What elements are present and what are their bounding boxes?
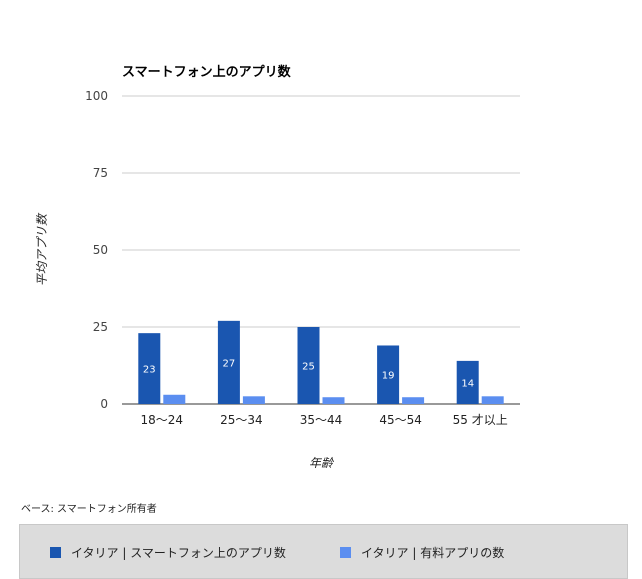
bar-s1-3 [377,345,400,404]
x-tick-label-1: 25〜34 [220,413,263,427]
data-label-s1-4: 14 [461,378,474,389]
y-tick-label-4: 100 [85,89,108,103]
bar-s2-3 [402,397,425,404]
data-label-s1-2: 25 [302,362,315,373]
x-tick-label-4: 55 才以上 [453,413,508,427]
y-tick-label-3: 75 [93,166,108,180]
chart-title: スマートフォン上のアプリ数 [122,65,291,80]
legend: イタリア | スマートフォン上のアプリ数 イタリア | 有料アプリの数 [19,524,628,579]
bar-s1-2 [297,327,320,404]
x-axis-title: 年齢 [309,456,335,470]
bar-s2-0 [163,394,186,404]
bar-s1-0 [138,333,161,404]
x-tick-label-3: 45〜54 [379,413,422,427]
y-tick-label-1: 25 [93,320,108,334]
data-label-s1-0: 23 [143,365,156,376]
x-tick-label-0: 18〜24 [141,413,184,427]
y-tick-label-2: 50 [93,243,108,257]
legend-item-series-2[interactable]: イタリア | 有料アプリの数 [340,544,504,561]
bar-s2-1 [242,396,265,404]
legend-item-series-1[interactable]: イタリア | スマートフォン上のアプリ数 [50,544,286,561]
y-axis-title: 平均アプリ数 [35,212,49,286]
legend-label-series-2: イタリア | 有料アプリの数 [361,546,505,560]
bar-s2-4 [481,396,504,404]
x-tick-label-2: 35〜44 [300,413,343,427]
legend-swatch-series-1 [50,547,61,558]
legend-swatch-series-2 [340,547,351,558]
data-label-s1-1: 27 [223,358,236,369]
bar-s2-2 [322,397,345,404]
bar-s1-4 [456,360,479,404]
y-tick-label-0: 0 [100,397,108,411]
footnote: ベース: スマートフォン所有者 [21,504,157,515]
data-label-s1-3: 19 [382,371,395,382]
bar-s1-1 [217,320,240,404]
legend-label-series-1: イタリア | スマートフォン上のアプリ数 [71,546,286,560]
